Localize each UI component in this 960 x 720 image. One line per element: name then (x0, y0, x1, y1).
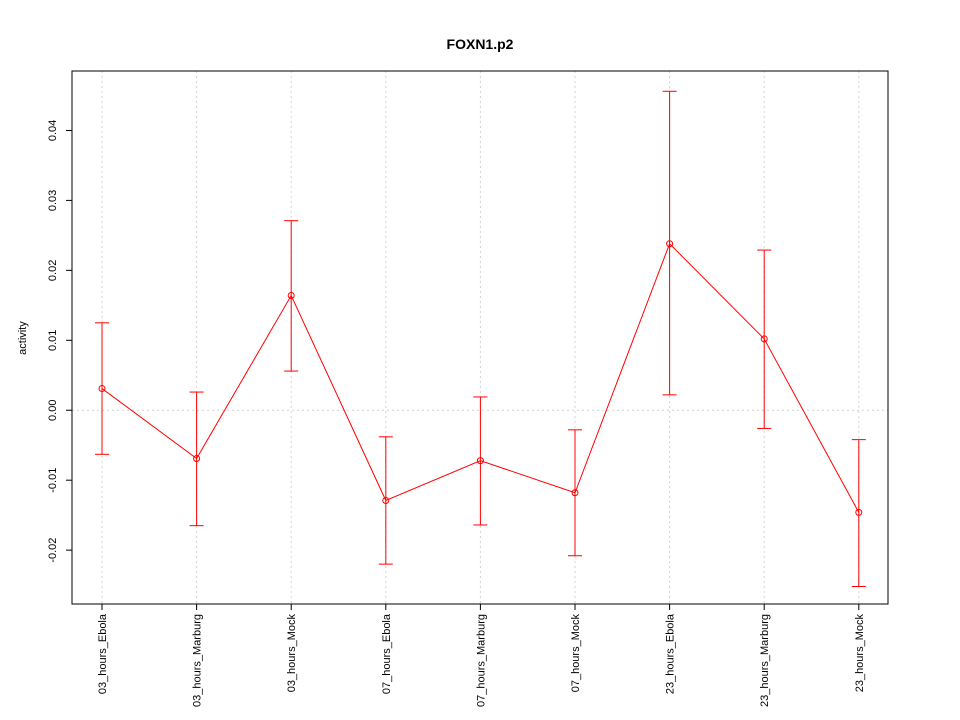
data-point (382, 496, 390, 504)
y-axis-label: activity (17, 321, 29, 355)
y-tick-label: 0.01 (47, 330, 59, 351)
data-point (476, 457, 484, 465)
data-series (95, 90, 866, 588)
plot-border (71, 70, 889, 605)
y-tick-label: -0.02 (47, 538, 59, 563)
y-tick-label: 0.00 (47, 400, 59, 421)
series-line (101, 242, 860, 513)
x-tick-label: 07_hours_Mock (570, 614, 582, 693)
x-tick-label: 03_hours_Ebola (97, 613, 109, 694)
data-point (98, 385, 106, 393)
x-tick-label: 23_hours_Mock (854, 614, 866, 693)
axes: -0.02 -0.01 0.00 0.01 0.02 0.03 0.04 03_hours_E… (47, 120, 866, 707)
data-point (855, 508, 863, 516)
data-point (666, 240, 674, 248)
data-point (193, 455, 201, 463)
x-tick-label: 03_hours_Mock (286, 614, 298, 693)
data-point (760, 335, 768, 343)
y-tick-label: 0.04 (47, 120, 59, 141)
data-point (571, 489, 579, 497)
chart-title: FOXN1.p2 (447, 36, 514, 52)
y-tick-label: 0.03 (47, 190, 59, 211)
x-tick-label: 07_hours_Marburg (475, 614, 487, 707)
x-tick-label: 23_hours_Ebola (665, 613, 677, 694)
y-tick-label: 0.02 (47, 260, 59, 281)
y-tick-label: -0.01 (47, 468, 59, 493)
x-tick-label: 03_hours_Marburg (192, 614, 204, 707)
x-tick-label: 23_hours_Marburg (759, 614, 771, 707)
data-point (287, 292, 295, 300)
x-tick-label: 07_hours_Ebola (381, 613, 393, 694)
